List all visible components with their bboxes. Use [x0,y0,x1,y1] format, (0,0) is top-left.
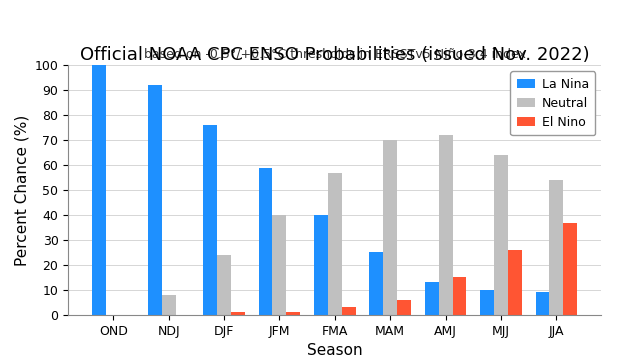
Bar [564,223,577,315]
Legend: La Nina, Neutral, El Nino: La Nina, Neutral, El Nino [510,71,595,135]
Bar [92,65,106,315]
Bar [148,85,162,315]
Bar [342,307,356,315]
Bar [397,300,411,315]
Bar [549,180,564,315]
Bar [536,292,549,315]
Bar [439,135,453,315]
Bar [162,295,175,315]
Bar [508,250,522,315]
Bar [203,125,217,315]
Bar [370,253,383,315]
Bar [217,255,231,315]
Bar [231,312,245,315]
Bar [383,140,397,315]
Bar [494,155,508,315]
Bar [272,215,286,315]
Title: Official NOAA CPC ENSO Probabilities (issued Nov. 2022): Official NOAA CPC ENSO Probabilities (is… [80,46,590,64]
X-axis label: Season: Season [307,343,363,358]
Bar [425,282,439,315]
Bar [328,173,342,315]
Y-axis label: Percent Chance (%): Percent Chance (%) [14,114,29,266]
Bar [314,215,328,315]
Bar [286,312,300,315]
Text: based on -0.5°/+0.5°C thresholds in ERSSTv5 Niño-3.4 index: based on -0.5°/+0.5°C thresholds in ERSS… [144,47,526,60]
Bar [480,290,494,315]
Bar [453,277,466,315]
Bar [259,168,272,315]
